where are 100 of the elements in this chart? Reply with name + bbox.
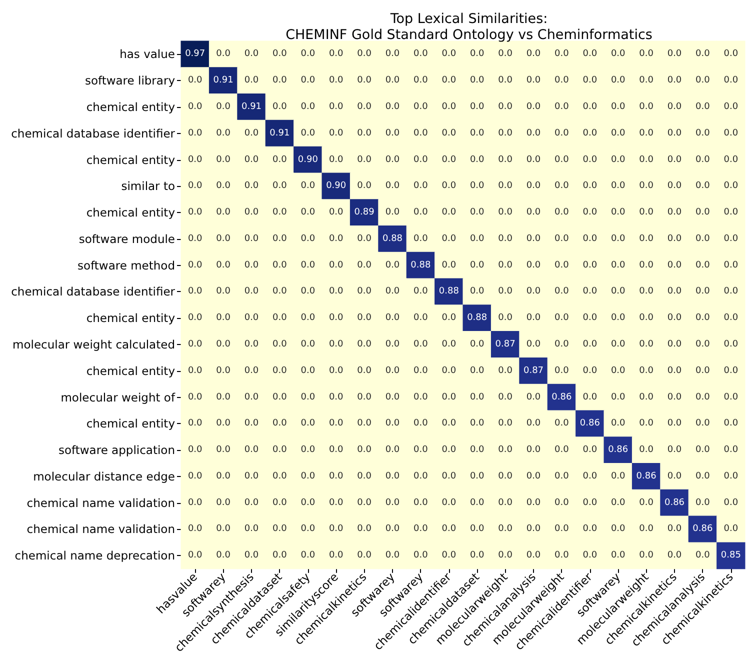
data-label: 0.0: [526, 260, 541, 270]
data-label: 0.0: [328, 260, 344, 270]
data-label: 0.0: [300, 76, 316, 86]
y-tick-label: chemical entity: [86, 100, 176, 114]
data-label: 0.0: [272, 181, 288, 192]
data-label: 0.0: [188, 340, 203, 350]
data-label: 0.0: [188, 102, 203, 112]
data-label: 0.0: [639, 524, 654, 534]
y-tick-label: chemical database identifier: [11, 126, 176, 140]
data-label: 0.0: [244, 340, 259, 350]
data-label: 0.0: [385, 313, 400, 324]
y-tick-label: chemical database identifier: [11, 284, 176, 299]
data-label: 0.0: [582, 128, 598, 138]
data-label: 0.0: [498, 445, 513, 456]
data-label: 0.0: [216, 498, 231, 508]
data-label: 0.0: [216, 154, 231, 165]
data-label: 0.0: [357, 76, 372, 86]
data-label: 0.0: [328, 392, 344, 402]
data-label: 0.0: [188, 366, 203, 376]
data-label: 0.0: [526, 234, 541, 244]
data-label: 0.0: [724, 498, 738, 508]
data-label: 0.0: [414, 286, 428, 297]
data-label: 0.0: [667, 260, 682, 270]
data-label: 0.0: [470, 471, 485, 482]
data-label: 0.0: [272, 340, 288, 350]
data-label: 0.0: [272, 392, 288, 402]
data-label: 0.0: [696, 445, 710, 456]
data-label: 0.0: [554, 76, 570, 86]
data-label: 0.0: [610, 313, 626, 324]
data-label: 0.0: [724, 76, 738, 86]
data-label: 0.0: [610, 524, 626, 534]
data-label: 0.0: [328, 234, 344, 244]
data-label: 0.0: [328, 471, 344, 482]
data-label: 0.0: [724, 418, 738, 429]
data-label: 0.0: [188, 260, 203, 270]
data-label: 0.0: [442, 445, 456, 456]
y-tick-label: chemical entity: [86, 311, 176, 326]
data-label: 0.0: [639, 286, 654, 297]
data-label: 0.0: [357, 498, 372, 508]
data-label: 0.0: [470, 181, 485, 192]
data-label: 0.0: [357, 366, 372, 376]
data-label: 0.0: [188, 392, 203, 402]
data-label: 0.0: [442, 392, 456, 402]
data-label: 0.0: [357, 445, 372, 456]
data-label: 0.0: [498, 286, 513, 297]
data-label: 0.0: [385, 260, 400, 270]
data-label: 0.0: [582, 498, 598, 508]
data-label: 0.0: [385, 128, 400, 138]
data-label: 0.0: [442, 313, 456, 324]
data-label: 0.0: [414, 208, 428, 218]
data-label: 0.0: [328, 550, 344, 561]
data-label: 0.0: [328, 286, 344, 297]
data-label: 0.0: [610, 340, 626, 350]
data-label: 0.0: [272, 524, 288, 534]
data-label: 0.0: [639, 76, 654, 86]
data-label: 0.0: [272, 76, 288, 86]
data-label: 0.86: [580, 418, 600, 429]
data-label: 0.0: [244, 76, 259, 86]
data-label: 0.0: [724, 102, 738, 112]
data-label: 0.0: [385, 498, 400, 508]
data-label: 0.0: [554, 286, 570, 297]
data-label: 0.0: [188, 208, 203, 218]
data-label: 0.0: [385, 392, 400, 402]
data-label: 0.97: [185, 49, 206, 60]
data-label: 0.0: [724, 313, 738, 324]
data-label: 0.0: [300, 102, 316, 112]
data-label: 0.0: [470, 524, 485, 534]
data-label: 0.0: [216, 286, 231, 297]
data-label: 0.0: [442, 471, 456, 482]
data-label: 0.0: [188, 418, 203, 429]
data-label: 0.0: [498, 181, 513, 192]
data-label: 0.0: [554, 366, 570, 376]
data-label: 0.0: [696, 550, 710, 561]
data-label: 0.0: [610, 286, 626, 297]
data-label: 0.86: [552, 392, 572, 402]
data-label: 0.0: [272, 471, 288, 482]
data-label: 0.0: [696, 471, 710, 482]
y-tick-label: molecular distance edge: [33, 469, 175, 484]
data-label: 0.0: [328, 208, 344, 218]
data-label: 0.0: [526, 313, 541, 324]
data-label: 0.0: [582, 49, 598, 60]
data-label: 0.0: [470, 366, 485, 376]
data-label: 0.0: [414, 340, 428, 350]
data-label: 0.0: [300, 366, 316, 376]
data-label: 0.0: [610, 366, 626, 376]
y-tick-label: software method: [78, 258, 175, 272]
data-label: 0.0: [328, 366, 344, 376]
data-label: 0.0: [526, 286, 541, 297]
data-label: 0.0: [188, 128, 203, 138]
data-label: 0.0: [188, 154, 203, 165]
data-label: 0.0: [244, 154, 259, 165]
data-label: 0.0: [216, 128, 231, 138]
data-label: 0.0: [554, 102, 570, 112]
data-label: 0.0: [498, 128, 513, 138]
data-label: 0.0: [639, 445, 654, 456]
data-label: 0.0: [526, 49, 541, 60]
data-label: 0.0: [554, 471, 570, 482]
data-label: 0.0: [724, 524, 738, 534]
data-label: 0.0: [442, 234, 456, 244]
data-label: 0.0: [216, 550, 231, 561]
